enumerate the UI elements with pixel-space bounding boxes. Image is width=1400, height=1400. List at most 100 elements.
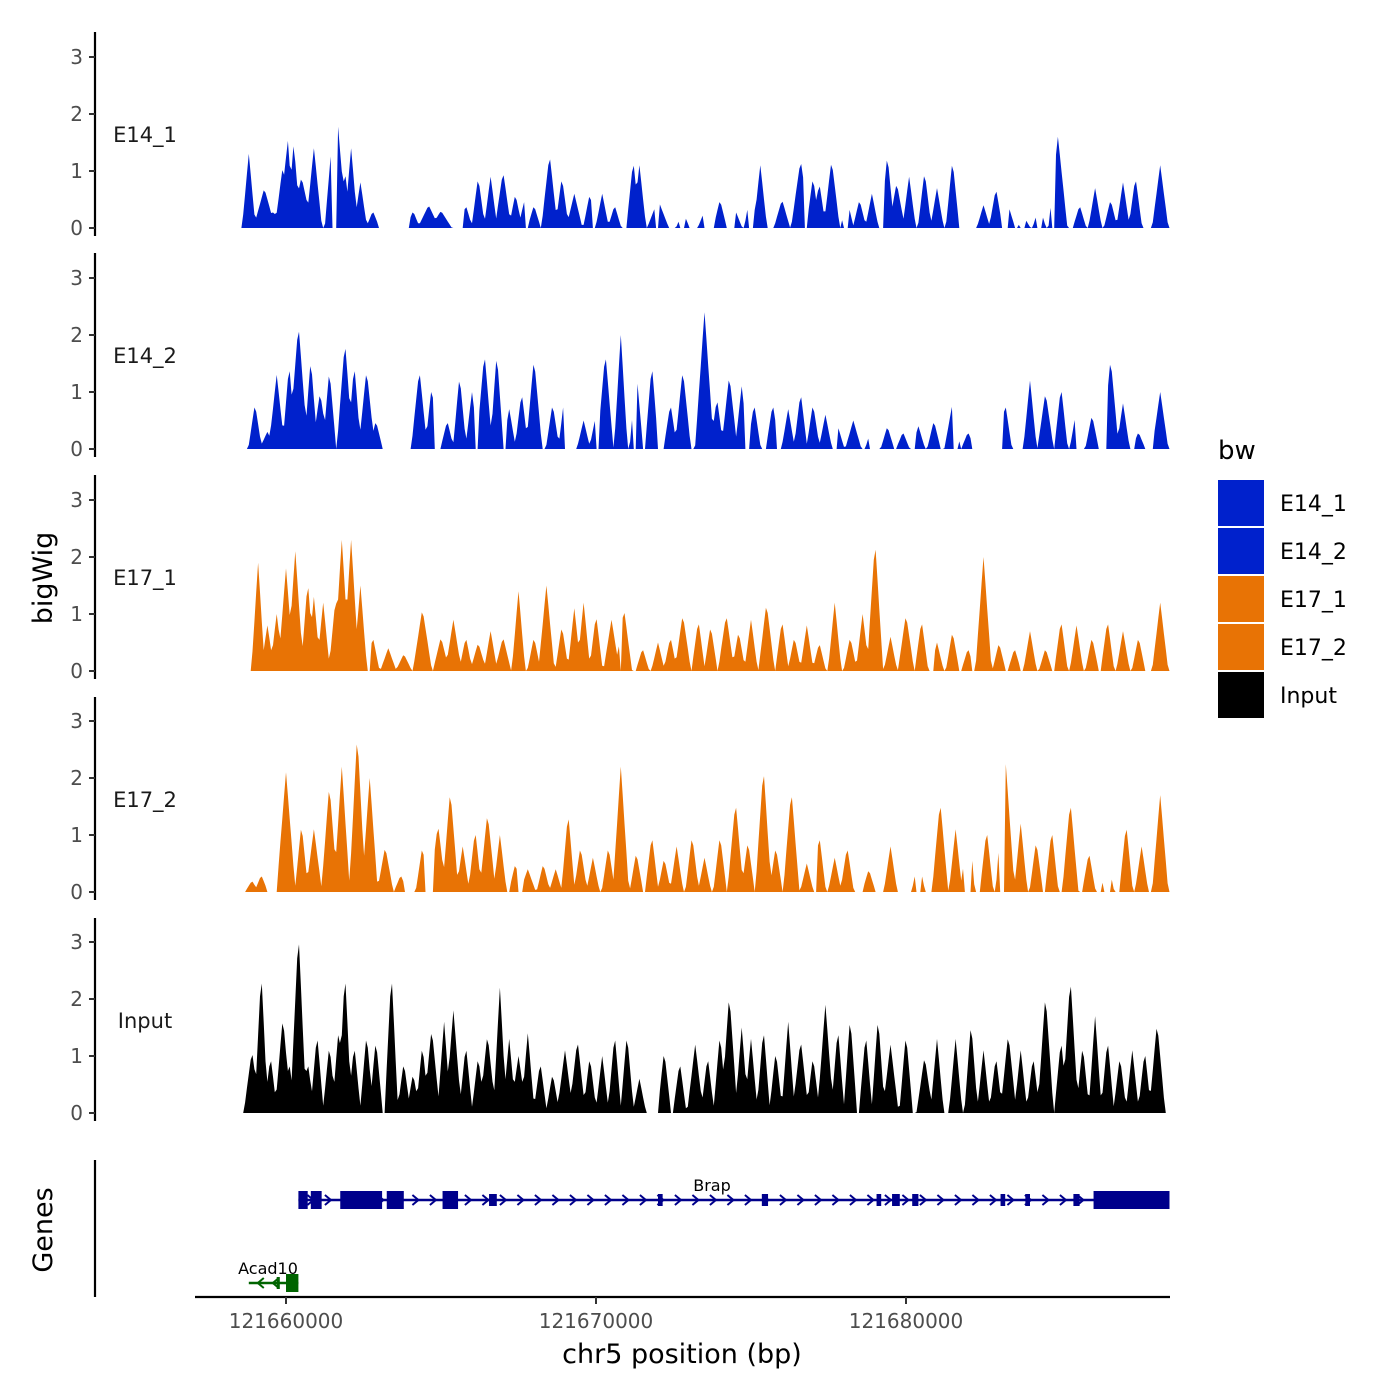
track-label-E17_1: E17_1: [113, 566, 177, 591]
legend-key-E17_2: [1218, 624, 1264, 670]
y-tick-label: 3: [70, 930, 83, 954]
strand-arrow: [744, 1194, 753, 1206]
legend-label-E14_1: E14_1: [1280, 492, 1347, 517]
y-tick-label: 0: [70, 659, 83, 683]
legend-label-E17_1: E17_1: [1280, 588, 1347, 613]
strand-arrow: [604, 1194, 613, 1206]
track-label-Input: Input: [118, 1009, 172, 1033]
y-tick-label: 1: [70, 1044, 83, 1068]
strand-arrow: [796, 1194, 805, 1206]
coverage-area-E17_1: [239, 539, 1170, 671]
strand-arrow: [709, 1194, 718, 1206]
exon: [912, 1194, 919, 1206]
strand-arrow: [814, 1194, 823, 1206]
strand-arrow: [551, 1194, 560, 1206]
strand-arrow: [621, 1194, 630, 1206]
strand-arrow: [849, 1194, 858, 1206]
x-tick-label: 121670000: [539, 1309, 654, 1333]
exon: [1093, 1191, 1170, 1209]
track-E17_1: 0 1 2 3 E17_1: [70, 475, 1170, 683]
y-tick-label: 3: [70, 709, 83, 733]
legend-label-E14_2: E14_2: [1280, 540, 1347, 565]
y-axis-title: bigWig: [28, 532, 59, 625]
strand-arrow: [884, 1194, 893, 1206]
y-tick-label: 1: [70, 159, 83, 183]
exon: [892, 1194, 900, 1206]
strand-arrow: [569, 1194, 578, 1206]
strand-arrow: [481, 1194, 490, 1206]
strand-arrow: [989, 1194, 998, 1206]
y-tick-label: 2: [70, 766, 83, 790]
y-tick-label: 2: [70, 987, 83, 1011]
exon: [386, 1191, 404, 1209]
coverage-area-Input: [239, 944, 1170, 1113]
strand-arrow: [464, 1194, 473, 1206]
strand-arrow: [971, 1194, 980, 1206]
strand-arrow: [324, 1194, 333, 1206]
legend-key-E14_1: [1218, 480, 1264, 526]
strand-arrow: [674, 1194, 683, 1206]
gene-label-Acad10: Acad10: [238, 1259, 298, 1278]
track-E17_2: 0 1 2 3 E17_2: [70, 697, 1170, 904]
strand-arrow: [866, 1194, 875, 1206]
strand-arrow: [726, 1194, 735, 1206]
exon: [1073, 1194, 1080, 1206]
y-tick-label: 0: [70, 1101, 83, 1125]
x-tick-label: 121660000: [229, 1309, 344, 1333]
exon: [761, 1194, 769, 1206]
exon: [286, 1274, 299, 1292]
strand-arrow: [516, 1194, 525, 1206]
track-label-E14_2: E14_2: [113, 344, 177, 369]
legend: bw E14_1 E14_2 E17_1 E17_2 Input: [1218, 436, 1347, 718]
track-Input: 0 1 2 3 Input: [70, 918, 1170, 1125]
exon: [340, 1191, 383, 1209]
y-tick-label: 1: [70, 602, 83, 626]
legend-label-Input: Input: [1280, 684, 1337, 709]
y-tick-label: 3: [70, 488, 83, 512]
strand-arrow: [691, 1194, 700, 1206]
strand-arrow: [936, 1194, 945, 1206]
x-axis-title: chr5 position (bp): [562, 1339, 802, 1370]
strand-arrow: [639, 1194, 648, 1206]
strand-arrow: [919, 1194, 928, 1206]
exon: [276, 1277, 280, 1289]
strand-arrow: [779, 1194, 788, 1206]
y-tick-label: 1: [70, 823, 83, 847]
track-E14_1: 0 1 2 3 E14_1: [70, 32, 1170, 240]
gene-annotation-track: Brap Acad10: [93, 1160, 1170, 1297]
legend-label-E17_2: E17_2: [1280, 636, 1347, 661]
track-E14_2: 0 1 2 3 E14_2: [70, 253, 1170, 461]
strand-arrow: [901, 1194, 910, 1206]
legend-key-E17_1: [1218, 576, 1264, 622]
y-tick-label: 0: [70, 880, 83, 904]
x-axis: 121660000 121670000 121680000: [195, 1295, 1170, 1333]
exon: [876, 1194, 882, 1206]
legend-title: bw: [1218, 436, 1256, 466]
x-tick-label: 121680000: [849, 1309, 964, 1333]
strand-arrow: [831, 1194, 840, 1206]
coverage-tracks: 0 1 2 3 E14_1 0 1 2 3 E14_2 0 1 2 3 E17_1 0 1 2 3 E17_2 0 1 2 3…: [70, 32, 1170, 1125]
gene-Acad10: Acad10: [238, 1259, 299, 1292]
legend-key-Input: [1218, 672, 1264, 718]
strand-arrow: [499, 1194, 508, 1206]
legend-key-E14_2: [1218, 528, 1264, 574]
track-label-E17_2: E17_2: [113, 788, 177, 813]
genes-axis-title: Genes: [28, 1187, 59, 1272]
exon: [658, 1194, 663, 1206]
exon: [310, 1191, 322, 1209]
y-tick-label: 3: [70, 266, 83, 290]
y-tick-label: 1: [70, 380, 83, 404]
strand-arrow: [1006, 1194, 1015, 1206]
exon: [298, 1191, 308, 1209]
y-tick-label: 2: [70, 102, 83, 126]
exon: [1025, 1194, 1030, 1206]
y-tick-label: 0: [70, 437, 83, 461]
strand-arrow: [954, 1194, 963, 1206]
y-tick-label: 0: [70, 216, 83, 240]
coverage-area-E14_1: [239, 126, 1170, 228]
y-tick-label: 3: [70, 45, 83, 69]
strand-arrow: [411, 1194, 420, 1206]
exon: [1000, 1194, 1006, 1206]
strand-arrow: [1059, 1194, 1068, 1206]
track-label-E14_1: E14_1: [113, 123, 177, 148]
